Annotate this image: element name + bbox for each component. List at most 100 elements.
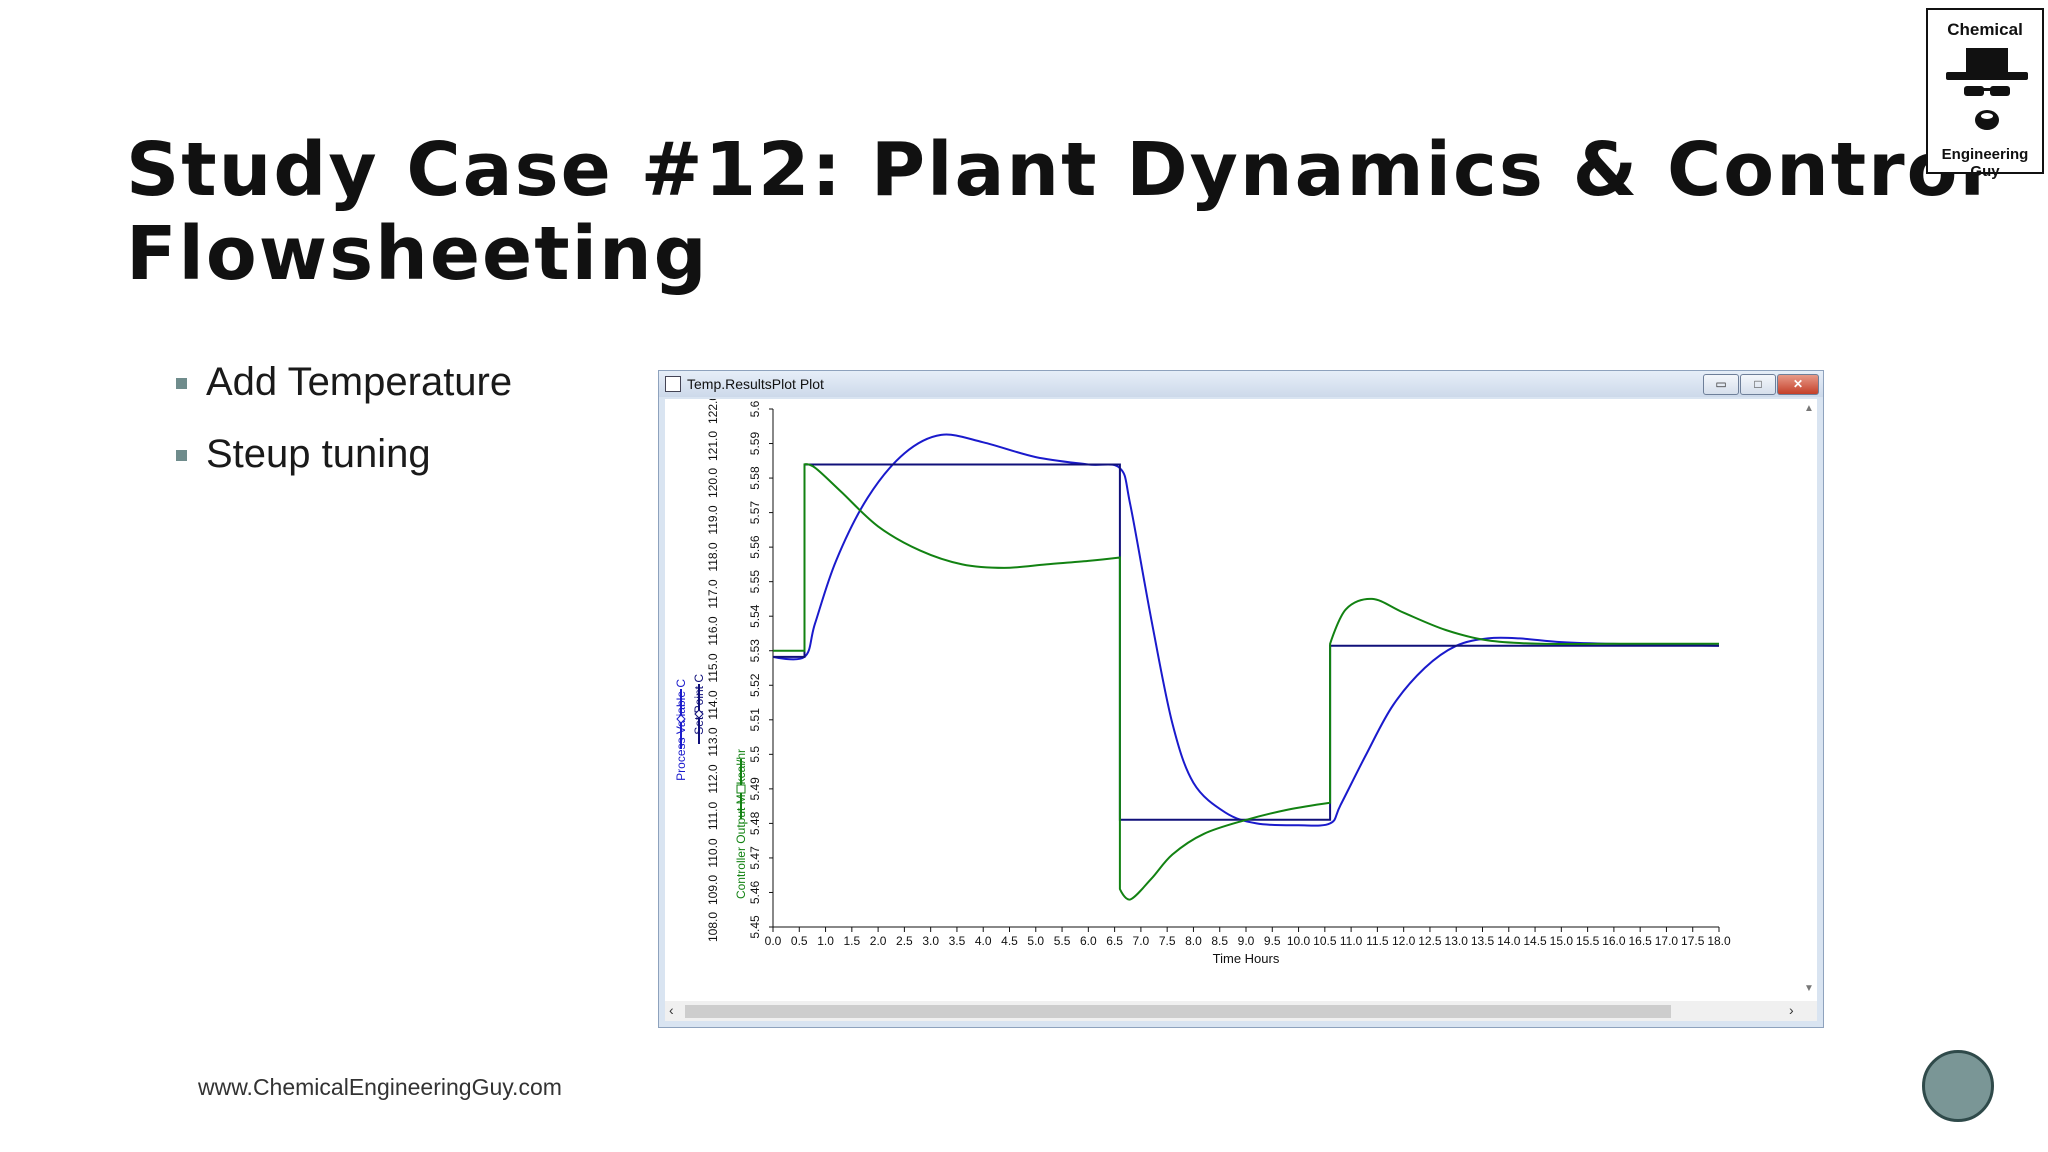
x-tick-label: 18.0 — [1707, 934, 1731, 948]
y-tick-label-temperature: 113.0 — [706, 727, 720, 756]
y-tick-label-temperature: 114.0 — [706, 690, 720, 719]
slide-title-line-2: Flowsheeting — [126, 211, 709, 297]
bullet-list: Add Temperature Steup tuning — [176, 356, 512, 500]
x-tick-label: 1.0 — [817, 934, 834, 948]
x-tick-label: 0.0 — [765, 934, 782, 948]
legend-diamond-marker — [676, 714, 686, 724]
x-tick-label: 8.5 — [1211, 934, 1228, 948]
close-button[interactable]: ✕ — [1777, 374, 1819, 395]
x-tick-label: 10.5 — [1313, 934, 1337, 948]
x-tick-label: 11.5 — [1366, 934, 1389, 948]
scroll-right-icon[interactable]: › — [1789, 1002, 1794, 1018]
y-tick-label-output: 5.52 — [748, 673, 762, 697]
bullet-text: Add Temperature — [206, 360, 513, 404]
x-tick-label: 14.0 — [1497, 934, 1521, 948]
x-tick-label: 17.0 — [1655, 934, 1679, 948]
x-tick-label: 3.0 — [922, 934, 939, 948]
x-tick-label: 9.5 — [1264, 934, 1281, 948]
legend-square-marker — [736, 784, 746, 794]
slide-badge — [1922, 1050, 1994, 1122]
x-tick-label: 4.5 — [1001, 934, 1018, 948]
bullet-item: Add Temperature — [176, 356, 512, 428]
y-tick-label-output: 5.5 — [748, 746, 762, 763]
x-tick-label: 1.5 — [843, 934, 860, 948]
x-axis-label: Time Hours — [1213, 951, 1280, 966]
y-tick-label-output: 5.6 — [748, 400, 762, 417]
scroll-down-icon[interactable]: ▼ — [1804, 983, 1814, 994]
x-tick-label: 3.5 — [949, 934, 966, 948]
y-tick-label-output: 5.59 — [748, 432, 762, 456]
x-tick-label: 16.5 — [1628, 934, 1652, 948]
y-tick-label-temperature: 109.0 — [706, 875, 720, 905]
y-tick-label-temperature: 122.0 — [706, 399, 720, 424]
y-tick-label-output: 5.48 — [748, 811, 762, 835]
logo-text-bottom: Engineering Guy — [1941, 146, 2029, 180]
y-tick-label-temperature: 120.0 — [706, 468, 720, 498]
x-tick-label: 5.0 — [1027, 934, 1044, 948]
x-tick-label: 15.0 — [1550, 934, 1574, 948]
x-tick-label: 2.0 — [870, 934, 887, 948]
vertical-scrollbar[interactable]: ▲ ▼ — [1801, 399, 1817, 999]
slide-title: Study Case #12: Plant Dynamics & Control… — [126, 128, 1987, 296]
bullet-square-icon — [176, 450, 187, 461]
scroll-up-icon[interactable]: ▲ — [1804, 403, 1814, 414]
bullet-item: Steup tuning — [176, 428, 512, 500]
scroll-left-icon[interactable]: ‹ — [669, 1002, 674, 1018]
y-tick-label-output: 5.54 — [748, 604, 762, 628]
x-tick-label: 14.5 — [1523, 934, 1547, 948]
channel-logo: Chemical Engineering Guy — [1926, 8, 2044, 180]
y-tick-label-temperature: 110.0 — [706, 838, 720, 867]
footer-url: www.ChemicalEngineeringGuy.com — [198, 1074, 562, 1100]
logo-text-top: Chemical — [1947, 20, 2023, 39]
hat-figure-icon — [1946, 48, 2028, 130]
x-tick-label: 5.5 — [1054, 934, 1071, 948]
slide-title-line-1: Study Case #12: Plant Dynamics & Control — [126, 127, 1987, 213]
y-tick-label-output: 5.45 — [748, 915, 762, 939]
y-tick-label-output: 5.57 — [748, 501, 762, 525]
y-tick-label-temperature: 108.0 — [706, 912, 720, 942]
x-tick-label: 2.5 — [896, 934, 913, 948]
x-tick-label: 7.0 — [1133, 934, 1150, 948]
y-tick-label-temperature: 111.0 — [706, 802, 720, 831]
bullet-square-icon — [176, 378, 187, 389]
x-tick-label: 10.0 — [1287, 934, 1311, 948]
x-tick-label: 9.0 — [1238, 934, 1255, 948]
minimize-button[interactable]: ▭ — [1703, 374, 1739, 395]
series-line-process-variable — [772, 433, 1720, 827]
window-titlebar[interactable]: Temp.ResultsPlot Plot ▭ □ ✕ — [659, 371, 1823, 397]
y-tick-label-output: 5.53 — [748, 639, 762, 663]
y-tick-label-temperature: 119.0 — [706, 505, 720, 534]
results-chart: 0.0 0.5 1.0 1.5 2.0 2.5 3.0 3.5 4.0 4.5 5.0 5.5 6.0 6… — [674, 394, 1731, 966]
y-tick-label-output: 5.58 — [748, 466, 762, 490]
y-tick-label-output: 5.55 — [748, 570, 762, 594]
x-tick-label: 6.5 — [1106, 934, 1123, 948]
y-tick-label-output: 5.46 — [748, 880, 762, 904]
window-title: Temp.ResultsPlot Plot — [687, 376, 824, 392]
x-tick-label: 0.5 — [791, 934, 808, 948]
x-tick-label: 13.5 — [1471, 934, 1495, 948]
x-tick-label: 17.5 — [1681, 934, 1705, 948]
plot-window[interactable]: Temp.ResultsPlot Plot ▭ □ ✕ 0.0 0.5 1.0 1.5… — [658, 370, 1824, 1028]
x-tick-label: 16.0 — [1602, 934, 1626, 948]
y-tick-label-temperature: 115.0 — [706, 653, 720, 682]
x-tick-label: 12.0 — [1392, 934, 1416, 948]
series-line-controller-output — [773, 463, 1719, 901]
horizontal-scrollbar[interactable]: ‹ › — [665, 1001, 1817, 1021]
plot-client-area: 0.0 0.5 1.0 1.5 2.0 2.5 3.0 3.5 4.0 4.5 5.0 5.5 6.0 6… — [665, 394, 1817, 1021]
window-app-icon — [665, 376, 681, 392]
legend-diamond-marker — [694, 709, 704, 719]
x-tick-label: 13.0 — [1445, 934, 1469, 948]
scrollbar-thumb[interactable] — [685, 1005, 1671, 1018]
x-tick-label: 6.0 — [1080, 934, 1097, 948]
maximize-button[interactable]: □ — [1740, 374, 1776, 395]
x-tick-label: 4.0 — [975, 934, 992, 948]
y-tick-label-temperature: 121.0 — [706, 431, 720, 461]
x-tick-label: 15.5 — [1576, 934, 1600, 948]
y-tick-label-temperature: 117.0 — [706, 579, 720, 608]
x-tick-label: 11.0 — [1340, 934, 1363, 948]
x-tick-label: 7.5 — [1159, 934, 1176, 948]
y-tick-label-output: 5.49 — [748, 777, 762, 801]
x-tick-label: 12.5 — [1418, 934, 1442, 948]
x-tick-label: 8.0 — [1185, 934, 1202, 948]
bullet-text: Steup tuning — [206, 432, 431, 476]
